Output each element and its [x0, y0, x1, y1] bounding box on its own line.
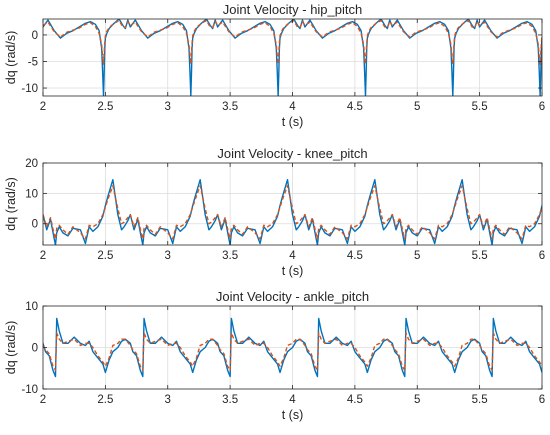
x-tick-label: 5 [414, 394, 420, 406]
x-tick-label: 2.5 [97, 394, 113, 406]
subplot-1: 2 2.5 3 3.5 4 4.5 5 5.5 6 -10 -5 0 Joint Velocity - … [4, 2, 545, 129]
x-tick-label: 3 [165, 101, 171, 113]
series-line-2 [43, 185, 542, 240]
x-tick-label: 6 [539, 250, 545, 262]
series-line-1 [43, 179, 542, 245]
y-tick-label: 0 [32, 30, 38, 42]
y-tick-label: -5 [28, 56, 38, 68]
x-tick-label: 2.5 [97, 101, 113, 113]
x-tick-label: 4.5 [347, 250, 363, 262]
x-tick-label: 3 [165, 394, 171, 406]
y-tick-label: 0 [32, 343, 38, 355]
subplot-2: 2 2.5 3 3.5 4 4.5 5 5.5 6 0 10 20 Joint Velocity - k… [4, 146, 545, 278]
x-tick-label: 4.5 [347, 394, 363, 406]
chart-title: Joint Velocity - ankle_pitch [216, 289, 369, 304]
x-tick-label: 6 [539, 394, 545, 406]
x-tick-label: 4 [289, 101, 296, 113]
x-tick-label: 4 [289, 394, 296, 406]
x-tick-label: 2.5 [97, 250, 113, 262]
x-tick-label: 5.5 [472, 250, 488, 262]
series-line-2 [43, 332, 542, 372]
x-tick-label: 3.5 [222, 250, 238, 262]
x-tick-label: 5.5 [472, 394, 488, 406]
x-tick-label: 3.5 [222, 101, 238, 113]
x-tick-label: 2 [40, 101, 46, 113]
y-tick-label: -10 [21, 384, 38, 396]
x-tick-label: 2 [40, 250, 46, 262]
x-axis-label: t (s) [282, 408, 304, 422]
x-tick-label: 5 [414, 250, 420, 262]
x-tick-label: 3.5 [222, 394, 238, 406]
x-tick-label: 2 [40, 394, 46, 406]
y-axis-label: dq (rad/s) [4, 177, 18, 231]
subplot-3: 2 2.5 3 3.5 4 4.5 5 5.5 6 -10 0 10 Joint Velocity - … [4, 289, 545, 422]
x-axis-label: t (s) [282, 264, 304, 278]
series-line-2 [43, 19, 542, 65]
chart-title: Joint Velocity - knee_pitch [217, 146, 367, 161]
y-tick-label: 20 [25, 158, 38, 170]
y-axis-label: dq (rad/s) [4, 31, 18, 85]
x-tick-label: 5 [414, 101, 420, 113]
y-axis-label: dq (rad/s) [4, 321, 18, 375]
y-tick-label: 0 [32, 219, 38, 231]
x-tick-label: 3 [165, 250, 171, 262]
x-axis-label: t (s) [282, 115, 304, 129]
x-tick-label: 4.5 [347, 101, 363, 113]
x-tick-label: 6 [539, 101, 545, 113]
chart-title: Joint Velocity - hip_pitch [223, 2, 362, 17]
x-tick-label: 4 [289, 250, 296, 262]
y-tick-label: -10 [21, 83, 38, 95]
y-tick-label: 10 [25, 301, 38, 313]
y-tick-label: 10 [25, 188, 38, 200]
x-tick-label: 5.5 [472, 101, 488, 113]
